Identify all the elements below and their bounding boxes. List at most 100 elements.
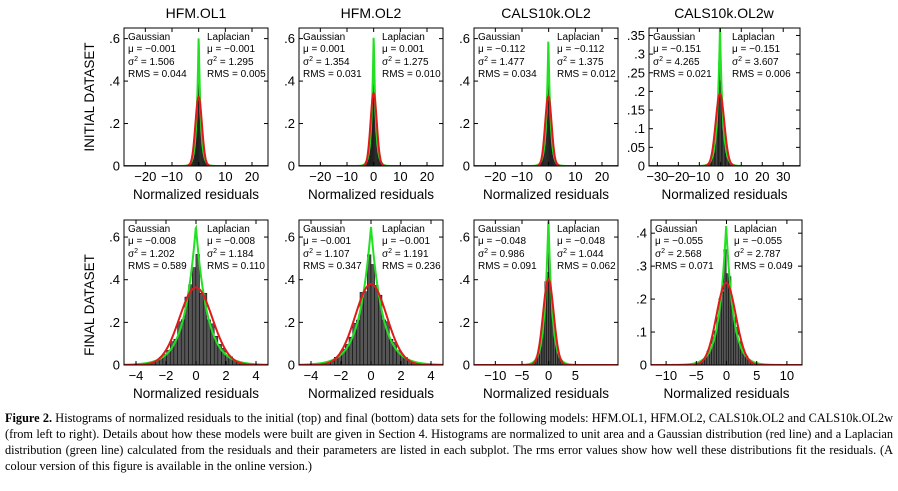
histogram-figure: HFM.OL1 HFM.OL2 CALS10k.OL2 CALS10k.OL2w… [82,5,803,401]
y-tick-label: .6 [459,31,470,46]
laplacian-curve [124,224,268,365]
y-tick-label: .3 [636,259,647,274]
laplacian-stats-mu: μ = −0.055 [734,236,782,247]
gaussian-curve [124,95,268,166]
laplacian-stats-rms: RMS = 0.012 [557,69,616,80]
y-tick-label: .6 [109,230,120,245]
y-tick-label: 0 [113,159,120,174]
x-tick-label: 10 [568,169,582,184]
histogram-panel: −30−20−10 0 10 20 30 0 .05 .1 .15 .2 .25 .3 .35 Norma… [627,27,801,202]
histogram-panel: −10 −5 0 5 0 .2 .4 .6 Normalized residuals Gaussi… [459,219,619,401]
histogram-bar [363,291,368,365]
laplacian-stats-title: Laplacian [207,32,250,43]
gaussian-stats-rms: RMS = 0.031 [303,69,362,80]
gaussian-curve [124,286,268,365]
y-tick-label: .25 [627,65,645,80]
y-tick-label: 0 [640,358,647,373]
gaussian-stats-mu: μ = 0.001 [303,44,346,55]
x-tick-label: 4 [427,368,434,383]
x-tick-label: −10 [484,368,506,383]
histogram-panel: −20 −10 0 10 20 0 .2 .4 .6 Normalized residuals Ga… [109,27,269,202]
x-tick-label: 5 [572,368,579,383]
x-tick-label: −10 [511,169,533,184]
y-tick-label: .6 [459,230,470,245]
laplacian-stats-sigma2: σ2 = 1.191 [382,248,429,260]
y-tick-label: .3 [634,47,645,62]
y-tick-label: .1 [634,121,645,136]
y-tick-label: .6 [109,31,120,46]
laplacian-stats-mu: μ = −0.151 [732,44,780,55]
gaussian-stats-rms: RMS = 0.091 [478,261,537,272]
laplacian-stats-title: Laplacian [382,32,425,43]
laplacian-stats-sigma2: σ2 = 2.787 [734,248,781,260]
y-tick-label: .2 [636,292,647,307]
x-tick-label: −2 [159,368,174,383]
y-tick-label: .4 [636,226,647,241]
x-axis-label: Normalized residuals [483,187,609,202]
plot-frame [473,27,619,167]
histogram-panel: −4 −2 0 2 4 0 .2 .4 .6 Normalized residuals Gaussi… [109,219,269,401]
caption-label: Figure 2. [5,411,53,425]
laplacian-stats-rms: RMS = 0.010 [382,69,441,80]
y-tick-label: .2 [109,116,120,131]
laplacian-stats-mu: μ = −0.112 [557,44,605,55]
histogram-bar [195,254,200,365]
y-tick-label: .4 [459,272,470,287]
gaussian-stats-title: Gaussian [655,224,697,235]
plot-area [124,38,268,166]
x-tick-label: −30 [646,169,668,184]
plot-area [299,226,443,365]
laplacian-curve [649,28,800,166]
gaussian-curve [651,281,802,365]
gaussian-stats-title: Gaussian [303,32,345,43]
laplacian-stats-rms: RMS = 0.006 [732,69,791,80]
x-axis-label: Normalized residuals [133,187,259,202]
x-tick-label: −2 [334,368,349,383]
y-tick-label: 0 [463,358,470,373]
laplacian-stats-mu: μ = −0.001 [382,236,430,247]
laplacian-stats-sigma2: σ2 = 1.295 [207,56,254,68]
y-tick-label: .4 [284,272,295,287]
y-tick-label: .05 [627,140,645,155]
histogram-bar [725,273,729,365]
laplacian-stats-mu: μ = 0.001 [382,44,425,55]
y-tick-label: .35 [627,28,645,43]
laplacian-stats-title: Laplacian [732,32,775,43]
y-tick-label: .4 [284,74,295,89]
y-tick-label: 0 [638,159,645,174]
laplacian-stats-title: Laplacian [557,32,600,43]
figure-caption: Figure 2. Histograms of normalized resid… [5,410,893,474]
y-tick-label: 0 [288,159,295,174]
plot-area [124,224,268,365]
gaussian-stats-sigma2: σ2 = 1.202 [128,248,175,260]
y-tick-label: 0 [463,159,470,174]
x-tick-label: 20 [595,169,609,184]
x-tick-label: 0 [195,169,202,184]
x-tick-label: 0 [367,368,374,383]
gaussian-stats-rms: RMS = 0.034 [478,69,537,80]
row-label-initial: INITIAL DATASET [82,42,97,151]
gaussian-stats-sigma2: σ2 = 0.986 [478,248,525,260]
y-tick-label: .4 [109,272,120,287]
laplacian-stats-sigma2: σ2 = 1.375 [557,56,604,68]
column-title-1: HFM.OL1 [166,5,227,21]
y-tick-label: .2 [284,315,295,330]
y-tick-label: .2 [634,84,645,99]
x-tick-label: 0 [545,169,552,184]
laplacian-stats-rms: RMS = 0.005 [207,69,266,80]
x-tick-label: −20 [667,169,689,184]
y-tick-label: .2 [459,116,470,131]
gaussian-stats-mu: μ = −0.001 [128,44,176,55]
plot-frame [123,27,269,167]
x-tick-label: −20 [134,169,156,184]
plot-area [474,41,618,166]
x-tick-label: 10 [734,169,748,184]
column-title-2: HFM.OL2 [341,5,402,21]
gaussian-stats-sigma2: σ2 = 1.506 [128,56,175,68]
x-tick-label: 4 [252,368,259,383]
y-tick-label: .2 [459,315,470,330]
x-tick-label: 5 [753,368,760,383]
gaussian-stats-mu: μ = −0.001 [303,236,351,247]
y-tick-label: 0 [288,358,295,373]
laplacian-stats-sigma2: σ2 = 3.607 [732,56,779,68]
